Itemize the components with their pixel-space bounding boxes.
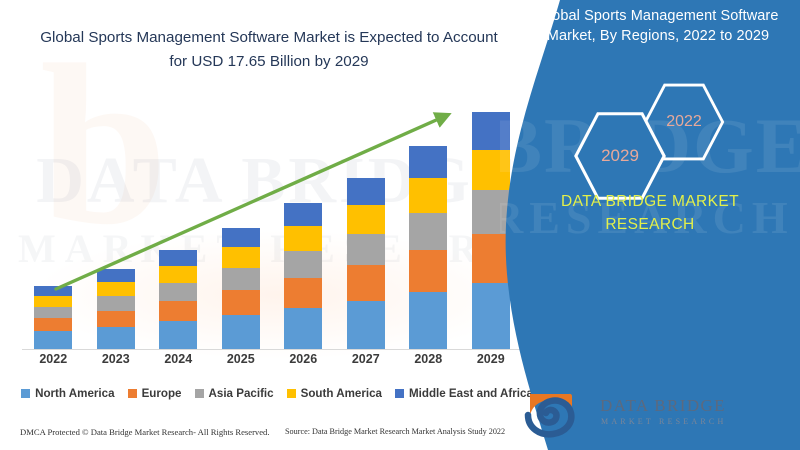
data-bridge-logo: DATA BRIDGE MARKET RESEARCH [522,388,782,440]
footer-copyright: DMCA Protected © Data Bridge Market Rese… [20,427,270,437]
segment-middle-east-and-africa-2026 [284,203,323,227]
segment-north-america-2025 [221,314,260,349]
bar-2024 [159,250,198,349]
legend-swatch-icon [127,388,137,398]
stacked-bar-chart: 2022 2023 2024 2025 2026 2027 2028 2029 [22,100,522,372]
segment-europe-2029 [471,233,510,284]
bar-2029 [471,112,510,349]
segment-south-america-2025 [221,247,260,268]
legend-label: South America [300,386,382,400]
legend-swatch-icon [21,388,31,398]
bar-2025 [221,227,260,349]
segment-asia-pacific-2028 [409,212,448,251]
segment-south-america-2023 [96,282,135,297]
right-panel-title: Global Sports Management Software Market… [537,8,779,44]
segment-europe-2026 [284,277,323,308]
segment-middle-east-and-africa-2027 [346,178,385,205]
segment-asia-pacific-2024 [159,283,198,302]
segment-north-america-2022 [34,331,73,349]
segment-south-america-2024 [159,266,198,284]
segment-middle-east-and-africa-2028 [409,145,448,178]
segment-south-america-2029 [471,149,510,191]
segment-asia-pacific-2022 [34,306,73,319]
legend-swatch-icon [395,388,404,398]
segment-middle-east-and-africa-2025 [221,227,260,248]
legend-label: North America [35,386,115,400]
chart-plot-area [22,100,522,350]
segment-south-america-2026 [284,226,323,251]
legend-item-asia-pacific[interactable]: Asia Pacific [194,386,274,400]
legend-item-middle-east-and-africa[interactable]: Middle East and Africa [395,387,533,400]
x-axis-line [22,349,522,350]
segment-north-america-2026 [284,307,323,349]
footer: DMCA Protected © Data Bridge Market Rese… [0,425,545,447]
segment-middle-east-and-africa-2024 [159,250,198,267]
legend-swatch-icon [194,388,204,398]
x-label-2025: 2025 [226,352,255,366]
right-panel: BRIDGE RESEARCH Global Sports Management… [500,0,800,450]
hexagon-2029-label: 2029 [601,146,639,165]
segment-asia-pacific-2027 [346,233,385,266]
bar-2023 [96,269,135,349]
segment-asia-pacific-2029 [471,190,510,234]
legend-label: Middle East and Africa [409,386,533,400]
right-panel-content: BRIDGE RESEARCH Global Sports Management… [500,0,800,450]
segment-middle-east-and-africa-2029 [471,112,510,150]
legend-item-europe[interactable]: Europe [127,386,182,400]
x-label-2026: 2026 [289,352,318,366]
segment-middle-east-and-africa-2023 [96,269,135,283]
bar-2026 [284,203,323,349]
hexagon-2022-label: 2022 [666,113,702,130]
segment-middle-east-and-africa-2022 [34,286,73,297]
segment-asia-pacific-2026 [284,250,323,278]
legend-item-north-america[interactable]: North America [21,386,115,400]
hexagon-group: 2022 2029 [558,80,778,210]
logo-mark-icon [524,393,575,438]
segment-asia-pacific-2025 [221,267,260,290]
segment-europe-2027 [346,265,385,301]
brand-name: DATA BRIDGE MARKET RESEARCH [510,190,790,236]
segment-europe-2028 [409,250,448,293]
legend-label: Europe [141,386,182,400]
legend-item-south-america[interactable]: South America [286,386,382,400]
bar-2028 [409,145,448,349]
logo-name-line2: MARKET RESEARCH [601,417,726,426]
logo-name-line1: DATA BRIDGE [600,396,726,415]
brand-line-2: RESEARCH [605,216,695,233]
x-label-2029: 2029 [476,352,505,366]
segment-south-america-2027 [346,204,385,234]
segment-europe-2023 [96,310,135,327]
segment-south-america-2022 [34,296,73,307]
segment-north-america-2027 [346,300,385,349]
segment-south-america-2028 [409,178,448,213]
brand-line-1: DATA BRIDGE MARKET [560,193,739,210]
x-axis-labels: 2022 2023 2024 2025 2026 2027 2028 2029 [22,352,522,372]
main-title: Global Sports Management Software Market… [40,29,498,70]
footer-source: Source: Data Bridge Market Research Mark… [285,427,506,436]
chart-legend: North America Europe Asia Pacific South Ame… [21,383,533,403]
legend-label: Asia Pacific [208,386,274,400]
segment-europe-2022 [34,318,73,332]
panel-curve-shape [505,0,800,450]
segment-europe-2024 [159,301,198,322]
segment-north-america-2024 [159,321,198,349]
segment-north-america-2029 [471,283,510,349]
segment-north-america-2023 [96,326,135,349]
segment-europe-2025 [221,289,260,315]
bar-2022 [34,286,73,349]
x-label-2027: 2027 [351,352,380,366]
x-label-2024: 2024 [164,352,193,366]
segment-asia-pacific-2023 [96,296,135,311]
x-label-2023: 2023 [101,352,130,366]
x-label-2022: 2022 [39,352,68,366]
bar-2027 [346,178,385,349]
x-label-2028: 2028 [414,352,443,366]
segment-north-america-2028 [409,292,448,349]
hexagon-2029: 2029 [572,108,668,204]
legend-swatch-icon [286,388,296,398]
left-chart-area: b DATA BRIDGE MARKET RESEARCH Global Spo… [0,29,556,447]
